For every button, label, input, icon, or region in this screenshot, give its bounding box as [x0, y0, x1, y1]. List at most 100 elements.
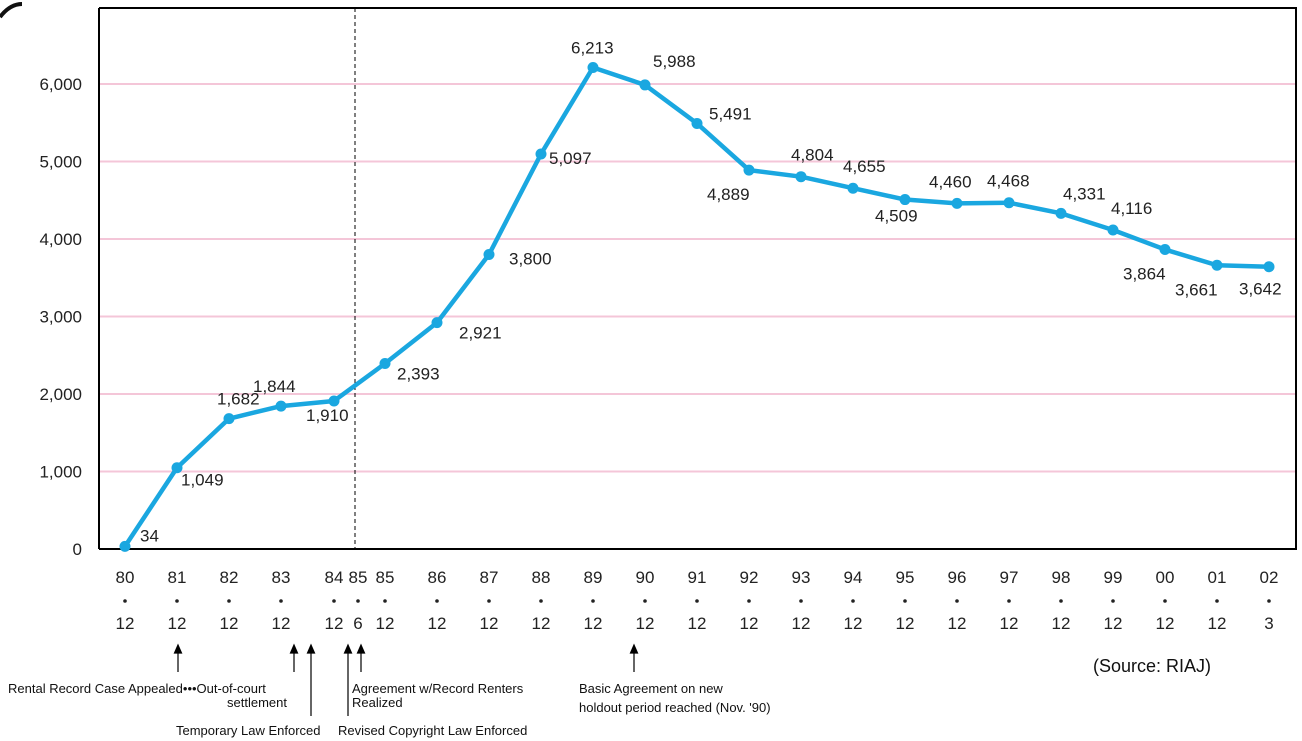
data-point — [691, 117, 703, 129]
data-label: 4,889 — [707, 185, 750, 204]
x-tick-month: 12 — [1000, 614, 1019, 633]
x-tick-month: 12 — [1156, 614, 1175, 633]
x-tick-year: 97 — [1000, 568, 1019, 587]
data-label: 2,921 — [459, 324, 502, 343]
x-tick-month: 3 — [1264, 614, 1273, 633]
data-point — [743, 164, 755, 176]
x-tick-year: 93 — [792, 568, 811, 587]
x-tick-year: 86 — [428, 568, 447, 587]
x-tick-year: 89 — [584, 568, 603, 587]
data-label: 1,910 — [306, 406, 349, 425]
y-tick-label: 1,000 — [39, 463, 82, 482]
x-tick-dot — [539, 599, 543, 603]
annotation-record-renters: Agreement w/Record Renters — [352, 681, 524, 696]
x-tick-dot — [747, 599, 751, 603]
x-tick-month: 12 — [1208, 614, 1227, 633]
x-tick-dot — [851, 599, 855, 603]
x-tick-dot — [227, 599, 231, 603]
annotation-settlement-line2: settlement — [227, 695, 287, 710]
data-label: 4,655 — [843, 157, 886, 176]
data-point — [587, 61, 599, 73]
y-tick-label: 0 — [73, 540, 82, 559]
x-tick-year: 94 — [844, 568, 863, 587]
x-tick-year: 02 — [1260, 568, 1279, 587]
corner-logo-fragment — [0, 2, 23, 19]
x-tick-year: 85 — [376, 568, 395, 587]
x-tick-month: 12 — [325, 614, 344, 633]
x-tick-month: 12 — [428, 614, 447, 633]
data-point — [1159, 244, 1171, 256]
x-tick-month: 12 — [1052, 614, 1071, 633]
x-tick-year: 81 — [168, 568, 187, 587]
data-label: 4,509 — [875, 207, 918, 226]
x-tick-dot — [1059, 599, 1063, 603]
data-label: 4,116 — [1111, 199, 1152, 218]
x-tick-dot — [903, 599, 907, 603]
y-tick-label: 3,000 — [39, 308, 82, 327]
x-tick-month: 12 — [116, 614, 135, 633]
y-tick-label: 6,000 — [39, 75, 82, 94]
x-tick-month: 12 — [272, 614, 291, 633]
data-label: 3,661 — [1175, 280, 1218, 299]
data-point — [1107, 224, 1119, 236]
y-tick-label: 5,000 — [39, 153, 82, 172]
x-tick-labels: 80 12 81 12 82 12 83 12 84 12 85 6 85 12 86 12 87 12 88 12 8… — [116, 568, 1279, 633]
x-tick-year: 00 — [1156, 568, 1175, 587]
x-tick-month: 12 — [844, 614, 863, 633]
x-tick-month: 12 — [480, 614, 499, 633]
x-tick-month: 12 — [792, 614, 811, 633]
x-tick-month: 12 — [376, 614, 395, 633]
annotation-holdout: Basic Agreement on new — [579, 681, 723, 696]
x-tick-dot — [1007, 599, 1011, 603]
x-tick-year: 98 — [1052, 568, 1071, 587]
x-tick-dot — [383, 599, 387, 603]
x-tick-dot — [1111, 599, 1115, 603]
x-tick-dot — [695, 599, 699, 603]
data-label: 5,097 — [549, 149, 592, 168]
x-tick-month: 12 — [740, 614, 759, 633]
data-label: 5,491 — [709, 104, 752, 123]
x-tick-month: 12 — [636, 614, 655, 633]
annotation-arrows — [173, 643, 639, 716]
annotation-holdout-line2: holdout period reached (Nov. '90) — [579, 700, 771, 715]
annotation-temporary-law: Temporary Law Enforced — [176, 723, 321, 738]
data-point — [171, 462, 183, 474]
data-label: 4,331 — [1063, 184, 1106, 203]
x-tick-year: 01 — [1208, 568, 1227, 587]
annotation-revised-copyright: Revised Copyright Law Enforced — [338, 723, 527, 738]
annotation-record-renters-line2: Realized — [352, 695, 403, 710]
x-tick-dot — [799, 599, 803, 603]
x-tick-month: 6 — [353, 614, 362, 633]
data-point — [1211, 259, 1223, 271]
data-point — [535, 148, 547, 160]
data-label: 2,393 — [397, 365, 440, 384]
x-tick-dot — [356, 599, 360, 603]
data-point — [1003, 197, 1015, 209]
x-tick-month: 12 — [168, 614, 187, 633]
gridlines — [100, 83, 1295, 473]
x-tick-year: 92 — [740, 568, 759, 587]
x-tick-dot — [487, 599, 491, 603]
x-tick-dot — [1163, 599, 1167, 603]
x-tick-dot — [279, 599, 283, 603]
data-point — [275, 400, 287, 412]
data-label: 3,642 — [1239, 280, 1282, 299]
data-point — [1263, 261, 1275, 273]
data-point — [847, 182, 859, 194]
x-tick-dot — [955, 599, 959, 603]
data-label: 1,049 — [181, 471, 224, 490]
x-tick-month: 12 — [532, 614, 551, 633]
x-tick-year: 83 — [272, 568, 291, 587]
x-tick-year: 84 — [325, 568, 344, 587]
data-label: 34 — [140, 526, 159, 545]
data-point — [431, 317, 443, 329]
x-tick-year: 85 — [349, 568, 368, 587]
x-tick-year: 90 — [636, 568, 655, 587]
data-point — [483, 249, 495, 260]
x-tick-dot — [435, 599, 439, 603]
x-tick-dot — [123, 599, 127, 603]
source-note: (Source: RIAJ) — [1093, 656, 1211, 676]
x-tick-month: 12 — [584, 614, 603, 633]
